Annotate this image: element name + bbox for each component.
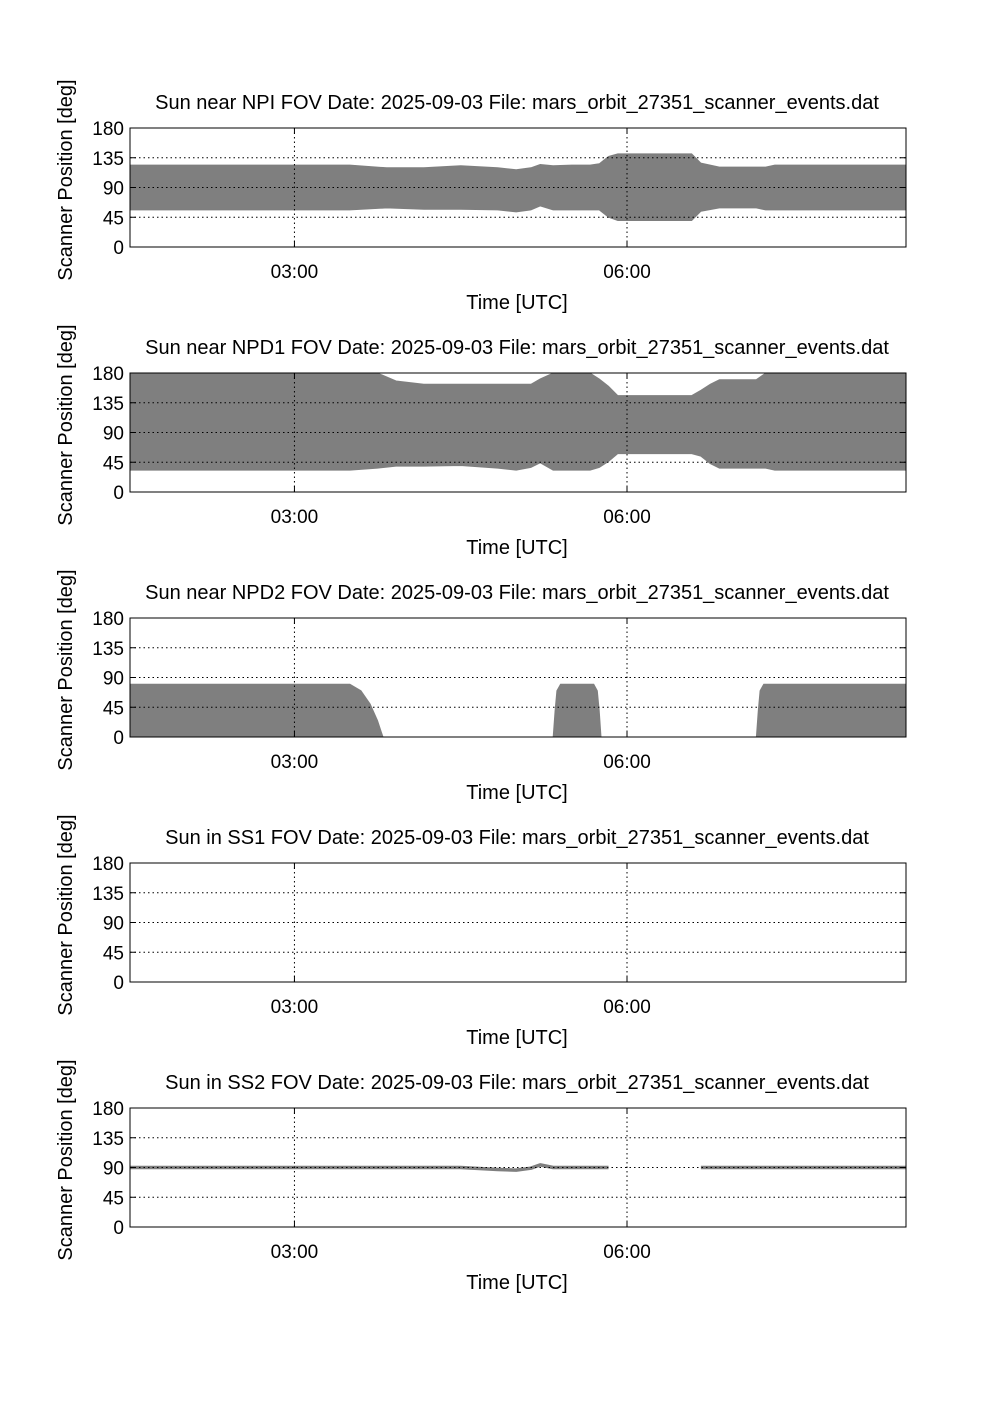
x-tick-label: 03:00 xyxy=(271,1242,319,1263)
x-tick-label: 03:00 xyxy=(271,262,319,283)
x-tick-label: 06:00 xyxy=(603,752,651,773)
y-tick-label: 135 xyxy=(92,1129,124,1150)
x-tick-label: 06:00 xyxy=(603,262,651,283)
x-tick-label: 03:00 xyxy=(271,997,319,1018)
x-tick-label: 03:00 xyxy=(271,752,319,773)
scanner-line-0 xyxy=(130,1163,609,1172)
x-axis-label: Time [UTC] xyxy=(466,1272,567,1294)
y-tick-label: 0 xyxy=(113,238,124,259)
y-axis-label: Scanner Position [deg] xyxy=(55,1059,77,1260)
y-tick-label: 0 xyxy=(113,728,124,749)
x-axis-label: Time [UTC] xyxy=(466,1027,567,1049)
y-tick-label: 180 xyxy=(92,1099,124,1120)
y-tick-label: 45 xyxy=(103,943,124,964)
y-tick-label: 90 xyxy=(103,914,124,935)
y-tick-label: 135 xyxy=(92,639,124,660)
scanner-band-0 xyxy=(129,683,907,738)
panel-npd1: 03:00 06:00 0 45 90 135 180 Sun near NPD1 FOV D… xyxy=(55,324,907,559)
y-axis-label: Scanner Position [deg] xyxy=(55,569,77,770)
y-tick-label: 45 xyxy=(103,453,124,474)
y-tick-label: 0 xyxy=(113,973,124,994)
y-tick-label: 0 xyxy=(113,483,124,504)
y-tick-label: 90 xyxy=(103,669,124,690)
y-tick-label: 135 xyxy=(92,394,124,415)
y-tick-label: 45 xyxy=(103,208,124,229)
y-tick-label: 180 xyxy=(92,364,124,385)
panel-title: Sun in SS2 FOV Date: 2025-09-03 File: ma… xyxy=(165,1072,869,1094)
y-tick-label: 45 xyxy=(103,1188,124,1209)
x-tick-label: 03:00 xyxy=(271,507,319,528)
y-tick-label: 135 xyxy=(92,149,124,170)
y-tick-label: 90 xyxy=(103,1159,124,1180)
y-axis-label: Scanner Position [deg] xyxy=(55,814,77,1015)
y-tick-label: 180 xyxy=(92,119,124,140)
x-tick-label: 06:00 xyxy=(603,1242,651,1263)
y-tick-label: 135 xyxy=(92,884,124,905)
y-axis-label: Scanner Position [deg] xyxy=(55,79,77,280)
panel-title: Sun near NPD1 FOV Date: 2025-09-03 File:… xyxy=(145,337,889,359)
panel-ss2: 03:00 06:00 0 45 90 135 180 Sun in SS2 FOV Date… xyxy=(55,1059,907,1294)
y-tick-label: 0 xyxy=(113,1218,124,1239)
panel-title: Sun near NPI FOV Date: 2025-09-03 File: … xyxy=(155,92,879,114)
scanner-band-0 xyxy=(129,372,907,471)
panel-title: Sun in SS1 FOV Date: 2025-09-03 File: ma… xyxy=(165,827,869,849)
panel-ss1: 03:00 06:00 0 45 90 135 180 Sun in SS1 FOV Date… xyxy=(55,814,907,1049)
x-tick-label: 06:00 xyxy=(603,507,651,528)
x-axis-label: Time [UTC] xyxy=(466,782,567,804)
y-tick-label: 180 xyxy=(92,609,124,630)
y-axis-label: Scanner Position [deg] xyxy=(55,324,77,525)
panel-npd2: 03:00 06:00 0 45 90 135 180 Sun near NPD2 FOV D… xyxy=(55,569,907,804)
y-tick-label: 180 xyxy=(92,854,124,875)
y-tick-label: 90 xyxy=(103,424,124,445)
panel-title: Sun near NPD2 FOV Date: 2025-09-03 File:… xyxy=(145,582,889,604)
x-axis-label: Time [UTC] xyxy=(466,537,567,559)
panel-npi: 03:00 06:00 0 45 90 135 180 Sun near NPI FOV Da… xyxy=(55,79,907,314)
x-axis-label: Time [UTC] xyxy=(466,292,567,314)
y-tick-label: 45 xyxy=(103,698,124,719)
x-tick-label: 06:00 xyxy=(603,997,651,1018)
y-tick-label: 90 xyxy=(103,179,124,200)
